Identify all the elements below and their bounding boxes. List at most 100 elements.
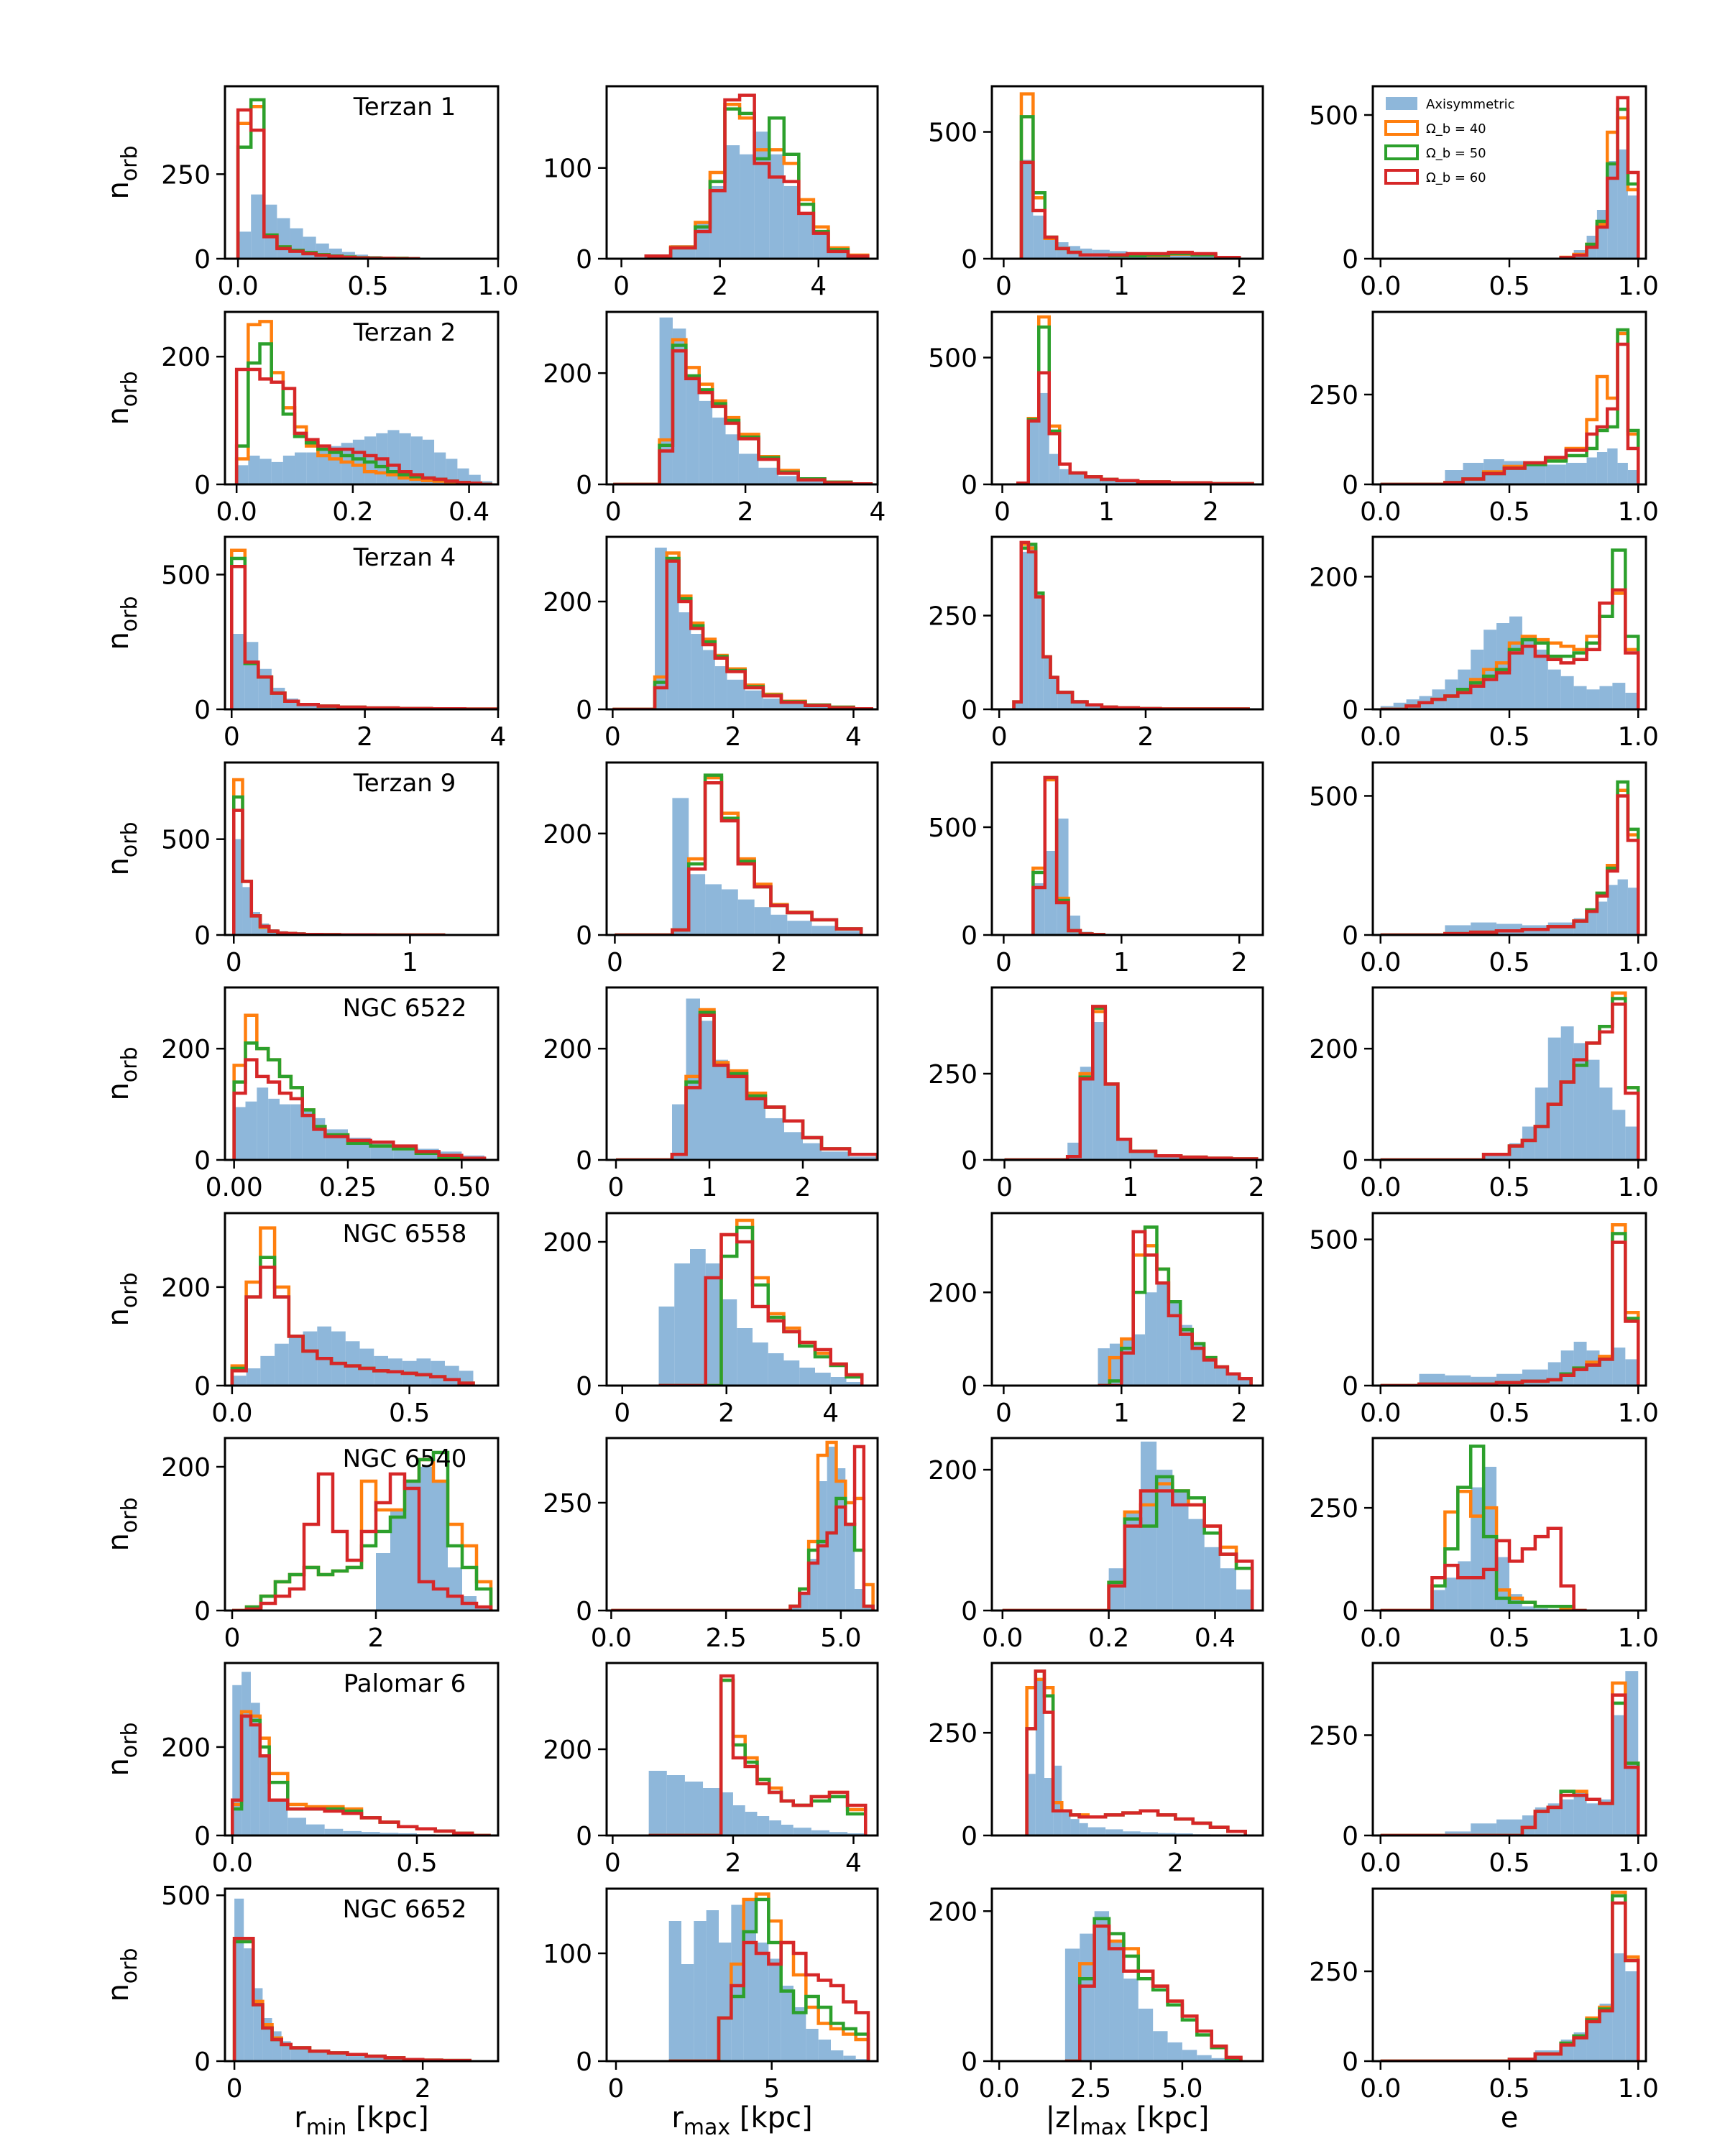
panel-r5-c4: 0.0 0.5 1.0 0 200 <box>1309 986 1659 1202</box>
bar-axisymmetric <box>290 2047 310 2061</box>
bar-axisymmetric <box>231 634 245 709</box>
plot-area <box>1380 1445 1587 1611</box>
panel-r8-c2: 0 2 4 0 200 <box>543 1662 879 1878</box>
y-tick-label: 250 <box>928 602 978 632</box>
bar-axisymmetric <box>1070 474 1086 484</box>
bar-axisymmetric <box>1192 1343 1205 1386</box>
bar-axisymmetric <box>250 1703 260 1835</box>
bar-axisymmetric <box>1573 1341 1587 1386</box>
bar-axisymmetric <box>754 907 771 935</box>
y-tick-label: 0 <box>961 1372 978 1401</box>
bar-axisymmetric <box>329 446 341 484</box>
x-tick-label: 1 <box>1098 497 1115 527</box>
plot-area <box>1380 328 1640 484</box>
axes-frame <box>990 535 1264 711</box>
plot-area <box>232 1898 472 2061</box>
bar-axisymmetric <box>813 231 829 259</box>
x-tick-label: 0.25 <box>319 1173 377 1202</box>
legend-swatch-axisymmetric <box>1386 97 1417 110</box>
bar-axisymmetric <box>690 1249 706 1386</box>
bar-axisymmetric <box>446 459 458 484</box>
bar-axisymmetric <box>806 2029 819 2061</box>
x-tick-label: 0.5 <box>1489 948 1530 977</box>
bar-axisymmetric <box>1215 1367 1228 1386</box>
y-tick-label: 0 <box>1342 696 1358 725</box>
cluster-name: NGC 6540 <box>343 1445 467 1473</box>
bar-axisymmetric <box>288 1818 306 1835</box>
y-tick-label: 500 <box>161 1881 211 1911</box>
bar-axisymmetric <box>257 1087 269 1160</box>
bar-axisymmetric <box>1560 1350 1574 1386</box>
bar-axisymmetric <box>725 434 739 484</box>
x-tick-label: 4 <box>810 272 827 301</box>
x-tick-label: 2 <box>1138 722 1154 752</box>
bar-axisymmetric <box>236 465 249 484</box>
bar-axisymmetric <box>763 699 781 709</box>
step-omega60 <box>1380 1240 1640 1386</box>
bar-axisymmetric <box>277 218 290 259</box>
x-tick-label: 0.0 <box>591 1623 632 1653</box>
bar-axisymmetric <box>410 436 423 484</box>
step-omega60 <box>616 1013 878 1160</box>
plot-area <box>1012 540 1250 709</box>
bar-axisymmetric <box>1167 2042 1182 2061</box>
x-axis-label-col3: |z|max [kpc] <box>1046 2101 1210 2140</box>
bar-axisymmetric <box>398 1833 418 1835</box>
plot-area <box>234 320 492 484</box>
bar-axisymmetric <box>1109 1941 1124 2061</box>
bar-axisymmetric <box>1547 1362 1561 1386</box>
y-tick-label: 0 <box>961 471 978 500</box>
bar-axisymmetric <box>1625 1126 1639 1160</box>
x-tick-label: 2 <box>368 1623 385 1653</box>
bar-axisymmetric <box>721 1792 733 1835</box>
step-omega60 <box>232 1472 493 1611</box>
x-tick-label: 0.0 <box>217 272 258 301</box>
panel-r4-c4: 0.0 0.5 1.0 0 500 <box>1309 761 1659 977</box>
y-tick-label: 0 <box>961 696 978 725</box>
bar-axisymmetric <box>1079 1823 1088 1835</box>
bar-axisymmetric <box>1121 1339 1133 1386</box>
bar-axisymmetric <box>1085 476 1102 484</box>
axes-frame <box>605 986 879 1161</box>
bar-axisymmetric <box>242 887 252 935</box>
y-tick-label: 0 <box>961 1597 978 1626</box>
step-omega60 <box>236 108 420 259</box>
bar-axisymmetric <box>846 1382 862 1386</box>
cluster-name: Terzan 2 <box>353 318 456 347</box>
bar-axisymmetric <box>1547 669 1561 709</box>
bar-axisymmetric <box>251 912 261 935</box>
bar-axisymmetric <box>1117 480 1138 484</box>
bar-axisymmetric <box>1033 216 1045 259</box>
bar-axisymmetric <box>1168 254 1192 259</box>
bar-axisymmetric <box>1573 2032 1587 2061</box>
bar-axisymmetric <box>811 926 837 935</box>
bar-axisymmetric <box>477 1607 491 1611</box>
bar-axisymmetric <box>719 1943 732 2061</box>
step-omega50 <box>1380 1701 1640 1835</box>
x-tick-label: 1 <box>1122 1173 1138 1202</box>
panel-r5-c2: 0 1 2 0 200 <box>543 986 879 1202</box>
axes-frame <box>605 1887 879 2063</box>
bar-axisymmetric <box>1070 1819 1080 1835</box>
bar-axisymmetric <box>1138 2008 1154 2061</box>
bar-axisymmetric <box>724 145 740 259</box>
x-tick-label: 1 <box>402 948 418 977</box>
step-omega60 <box>232 1058 487 1160</box>
bar-axisymmetric <box>248 456 260 484</box>
axes-frame <box>605 1437 879 1612</box>
bar-axisymmetric <box>290 228 303 259</box>
bar-axisymmetric <box>803 1143 822 1160</box>
y-tick-label: 0 <box>194 2047 211 2077</box>
cluster-name: Terzan 1 <box>353 93 456 121</box>
panel-r3-c1: 0 2 4 0 500 Terzan 4 norb <box>102 535 506 752</box>
bar-axisymmetric <box>1013 701 1021 709</box>
bar-axisymmetric <box>1098 1348 1110 1386</box>
bar-axisymmetric <box>306 452 318 484</box>
bar-axisymmetric <box>1124 1511 1141 1611</box>
plot-area <box>1380 1223 1640 1386</box>
y-tick-label: 0 <box>576 1146 592 1176</box>
panel-r2-c1: 0.0 0.2 0.4 0 200 Terzan 2 norb <box>102 310 500 527</box>
bar-axisymmetric <box>305 1824 325 1835</box>
bar-axisymmetric <box>686 378 699 484</box>
